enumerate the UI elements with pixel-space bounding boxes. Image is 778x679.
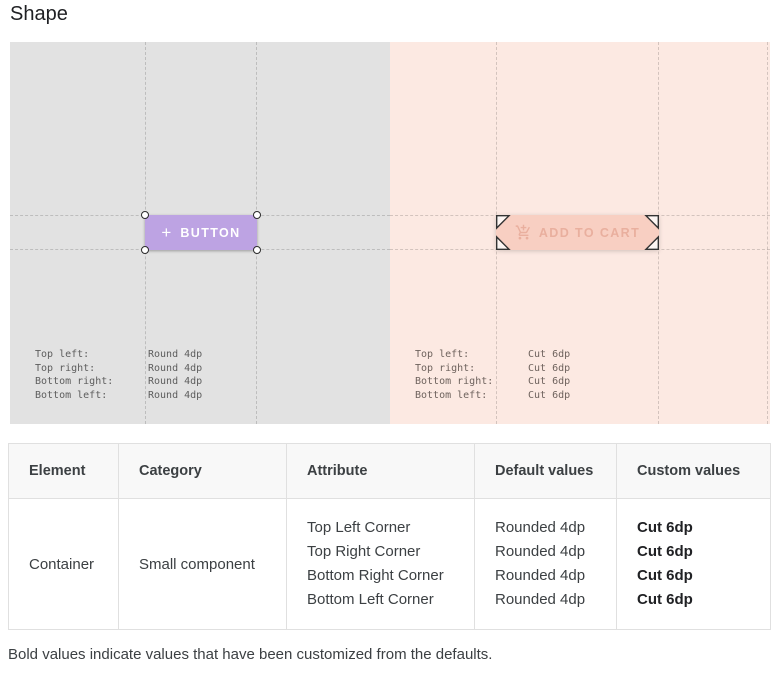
- spec-row: Top right: Cut 6dp: [415, 362, 570, 376]
- plus-icon: +: [161, 222, 172, 242]
- button-label: BUTTON: [180, 225, 241, 240]
- column-header-category: Category: [118, 443, 287, 499]
- spec-label: Bottom right:: [35, 376, 114, 387]
- column-header-element: Element: [8, 443, 119, 499]
- spec-value: Cut 6dp: [528, 389, 571, 401]
- corner-handle-top-left[interactable]: [141, 211, 149, 219]
- default-value-line: Rounded 4dp: [495, 543, 586, 560]
- spec-row: Bottom right: Cut 6dp: [415, 375, 570, 389]
- button-label: ADD TO CART: [538, 225, 641, 240]
- spec-row: Bottom left: Round 4dp: [35, 389, 202, 403]
- spec-row: Top left: Round 4dp: [35, 348, 202, 362]
- custom-value-line: Cut 6dp: [637, 543, 693, 560]
- default-value-line: Rounded 4dp: [495, 519, 586, 536]
- attribute-line: Top Right Corner: [307, 543, 421, 560]
- cell-custom-values: Cut 6dp Cut 6dp Cut 6dp Cut 6dp: [616, 498, 771, 630]
- guide-line-vertical: [767, 42, 768, 424]
- custom-value-line: Cut 6dp: [637, 567, 693, 584]
- attribute-line: Top Left Corner: [307, 519, 411, 536]
- cell-default-values: Rounded 4dp Rounded 4dp Rounded 4dp Roun…: [474, 498, 617, 630]
- column-header-attribute: Attribute: [286, 443, 475, 499]
- default-value-line: Rounded 4dp: [495, 567, 586, 584]
- spec-value: Cut 6dp: [528, 376, 571, 387]
- spec-value: Cut 6dp: [528, 362, 571, 374]
- cell-element: Container: [8, 498, 119, 630]
- button-demo[interactable]: + BUTTON: [145, 215, 257, 250]
- table-row: Container Small component Top Left Corne…: [8, 498, 771, 630]
- spec-label: Top right:: [415, 362, 476, 374]
- spec-value: Round 4dp: [148, 376, 203, 387]
- default-shape-panel: + BUTTON Top left: Round 4dp Top right: …: [10, 42, 390, 424]
- corner-handle-top-right[interactable]: [253, 211, 261, 219]
- spec-row: Bottom left: Cut 6dp: [415, 389, 570, 403]
- footnote: Bold values indicate values that have be…: [8, 646, 493, 663]
- custom-shape-panel: ADD TO CART Top left: Cut 6dp Top right:…: [390, 42, 770, 424]
- shape-attributes-table: Element Category Attribute Default value…: [8, 443, 771, 630]
- table-header-row: Element Category Attribute Default value…: [8, 443, 771, 499]
- corner-spec-list: Top left: Cut 6dp Top right: Cut 6dp Bot…: [415, 348, 570, 402]
- spec-row: Bottom right: Round 4dp: [35, 375, 202, 389]
- column-header-custom-values: Custom values: [616, 443, 771, 499]
- spec-label: Top right:: [35, 362, 96, 374]
- spec-label: Bottom right:: [415, 376, 494, 387]
- corner-handle-bottom-right[interactable]: [253, 246, 261, 254]
- corner-handle-bottom-left[interactable]: [141, 246, 149, 254]
- spec-value: Round 4dp: [148, 362, 203, 374]
- spec-value: Cut 6dp: [528, 349, 571, 360]
- spec-row: Top left: Cut 6dp: [415, 348, 570, 362]
- add-to-cart-button-wrap: ADD TO CART: [495, 214, 660, 250]
- spec-label: Top left:: [35, 349, 90, 360]
- default-value-line: Rounded 4dp: [495, 591, 586, 608]
- custom-value-line: Cut 6dp: [637, 519, 693, 536]
- column-header-default-values: Default values: [474, 443, 617, 499]
- cell-category: Small component: [118, 498, 287, 630]
- shape-demo-panels: + BUTTON Top left: Round 4dp Top right: …: [10, 42, 770, 424]
- page-title: Shape: [10, 3, 68, 25]
- spec-value: Round 4dp: [148, 349, 203, 360]
- default-value-lines: Rounded 4dp Rounded 4dp Rounded 4dp Roun…: [495, 516, 606, 612]
- spec-row: Top right: Round 4dp: [35, 362, 202, 376]
- spec-label: Top left:: [415, 349, 470, 360]
- custom-value-line: Cut 6dp: [637, 591, 693, 608]
- custom-value-lines: Cut 6dp Cut 6dp Cut 6dp Cut 6dp: [637, 516, 760, 612]
- add-to-cart-button[interactable]: ADD TO CART: [496, 215, 659, 250]
- corner-spec-list: Top left: Round 4dp Top right: Round 4dp…: [35, 348, 202, 402]
- attribute-lines: Top Left Corner Top Right Corner Bottom …: [307, 516, 464, 612]
- spec-label: Bottom left:: [415, 389, 488, 401]
- cell-attributes: Top Left Corner Top Right Corner Bottom …: [286, 498, 475, 630]
- add-shopping-cart-icon: [515, 224, 532, 241]
- spec-label: Bottom left:: [35, 389, 108, 401]
- attribute-line: Bottom Right Corner: [307, 567, 444, 584]
- spec-value: Round 4dp: [148, 389, 203, 401]
- attribute-line: Bottom Left Corner: [307, 591, 434, 608]
